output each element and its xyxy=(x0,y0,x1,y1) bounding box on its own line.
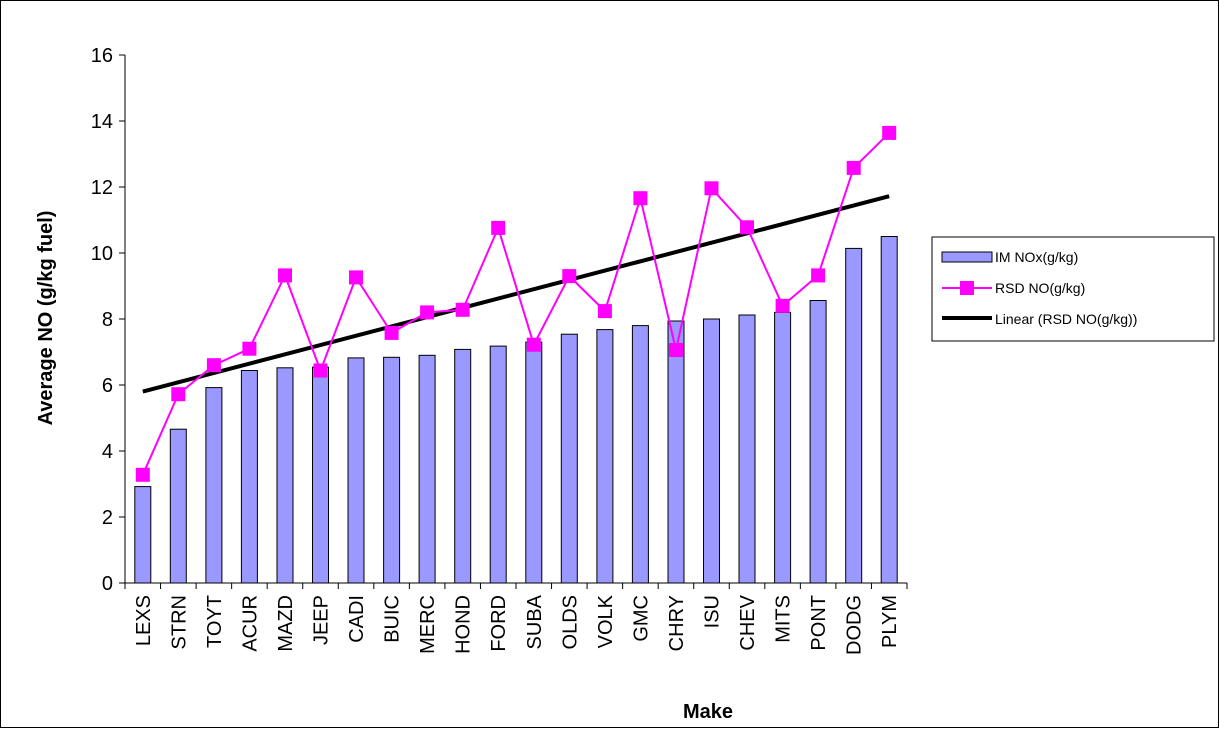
x-tick-labels: LEXS STRN TOYT ACUR MAZD JEEP CADI BUIC MERC HOND… xyxy=(133,594,901,655)
rsd-marker-mazd xyxy=(278,268,292,283)
bar-suba xyxy=(525,341,543,584)
rsd-marker-buic xyxy=(384,325,399,340)
bar-lexs xyxy=(134,486,152,584)
axes-group xyxy=(119,54,908,589)
bar-chry xyxy=(667,320,685,584)
x-tick-label-olds: OLDS xyxy=(559,595,581,649)
rsd-marker-volk xyxy=(597,304,612,319)
legend-label-linear: Linear (RSD NO(g/kg)) xyxy=(995,311,1137,327)
x-tick-label-dodg: DODG xyxy=(844,595,866,655)
rsd-marker-dodg xyxy=(846,160,861,175)
bar-merc xyxy=(418,354,436,584)
y-tick-labels: 0 2 4 6 8 10 12 14 16 xyxy=(91,45,113,595)
bar-volk xyxy=(596,329,614,584)
rsd-marker-hond xyxy=(455,302,470,317)
rsd-marker-toyt xyxy=(206,358,221,373)
bar-gmc xyxy=(631,325,649,584)
rsd-marker-suba xyxy=(526,337,541,352)
rsd-marker-olds xyxy=(562,269,577,284)
y-tick-label: 12 xyxy=(91,177,113,199)
rsd-marker-merc xyxy=(420,305,435,320)
x-tick-label-buic: BUIC xyxy=(382,595,404,643)
y-tick-label: 2 xyxy=(102,507,113,529)
rsd-marker-pont xyxy=(811,268,826,283)
bars-group xyxy=(134,236,898,584)
x-tick-label-acur: ACUR xyxy=(239,595,261,652)
bar-chev xyxy=(738,314,756,584)
x-tick-label-gmc: GMC xyxy=(630,595,652,642)
trendline xyxy=(142,194,890,394)
x-axis-title: Make xyxy=(683,701,733,723)
rsd-marker-mits xyxy=(775,298,790,313)
bar-strn xyxy=(169,428,187,584)
legend: IM NOx(g/kg) RSD NO(g/kg) Linear (RSD NO… xyxy=(931,236,1215,342)
rsd-marker-lexs xyxy=(135,467,150,482)
x-tick-label-merc: MERC xyxy=(417,595,439,654)
bar-isu xyxy=(703,318,720,584)
rsd-marker-gmc xyxy=(633,191,648,206)
y-tick-label: 0 xyxy=(102,573,113,595)
x-tick-label-hond: HOND xyxy=(453,595,475,654)
legend-swatch-bar xyxy=(941,251,993,263)
rsd-marker-isu xyxy=(704,181,719,196)
y-tick-label: 8 xyxy=(102,309,113,331)
y-tick-label: 10 xyxy=(91,243,113,265)
x-tick-label-plym: PLYM xyxy=(879,595,901,648)
x-tick-label-chry: CHRY xyxy=(666,595,688,651)
x-tick-label-mits: MITS xyxy=(773,595,795,643)
bar-plym xyxy=(880,236,898,584)
x-tick-label-mazd: MAZD xyxy=(275,595,297,652)
rsd-marker-chry xyxy=(669,343,683,357)
bar-cadi xyxy=(347,357,365,584)
bar-pont xyxy=(809,300,827,584)
rsd-marker-plym xyxy=(882,125,897,140)
x-tick-label-isu: ISU xyxy=(702,595,724,628)
bar-dodg xyxy=(845,247,863,584)
y-tick-label: 4 xyxy=(102,441,113,463)
x-tick-label-suba: SUBA xyxy=(524,594,546,649)
bar-mazd xyxy=(276,367,294,584)
rsd-marker-jeep xyxy=(313,363,328,378)
x-tick-label-volk: VOLK xyxy=(595,594,617,648)
bar-toyt xyxy=(205,387,223,584)
bar-ford xyxy=(489,345,507,584)
rsd-marker-cadi xyxy=(349,270,363,285)
bar-olds xyxy=(560,333,578,584)
bar-hond xyxy=(454,348,472,584)
bar-acur xyxy=(240,370,258,584)
bar-jeep xyxy=(312,366,329,584)
legend-label-im-nox: IM NOx(g/kg) xyxy=(995,249,1078,265)
x-tick-label-pont: PONT xyxy=(808,595,830,651)
x-tick-label-cadi: CADI xyxy=(346,595,368,643)
x-tick-label-lexs: LEXS xyxy=(133,595,155,646)
rsd-line-group xyxy=(135,125,897,482)
trendline-group xyxy=(142,194,890,394)
rsd-marker-strn xyxy=(171,387,186,402)
y-tick-label: 16 xyxy=(91,45,113,67)
y-tick-label: 6 xyxy=(102,375,113,397)
x-tick-label-jeep: JEEP xyxy=(311,595,333,645)
legend-label-rsd-no: RSD NO(g/kg) xyxy=(995,280,1085,296)
x-tick-label-strn: STRN xyxy=(168,595,190,649)
rsd-marker-chev xyxy=(740,220,754,235)
rsd-marker-ford xyxy=(491,220,506,235)
legend-swatch-marker xyxy=(960,281,974,295)
x-tick-label-ford: FORD xyxy=(488,595,510,652)
y-tick-label: 14 xyxy=(91,111,113,133)
rsd-line xyxy=(141,132,890,476)
x-tick-label-chev: CHEV xyxy=(737,594,759,650)
rsd-marker-acur xyxy=(242,341,257,356)
y-axis-title: Average NO (g/kg fuel) xyxy=(35,211,57,426)
bar-buic xyxy=(383,356,401,584)
x-tick-label-toyt: TOYT xyxy=(204,595,226,648)
bar-mits xyxy=(774,311,792,584)
